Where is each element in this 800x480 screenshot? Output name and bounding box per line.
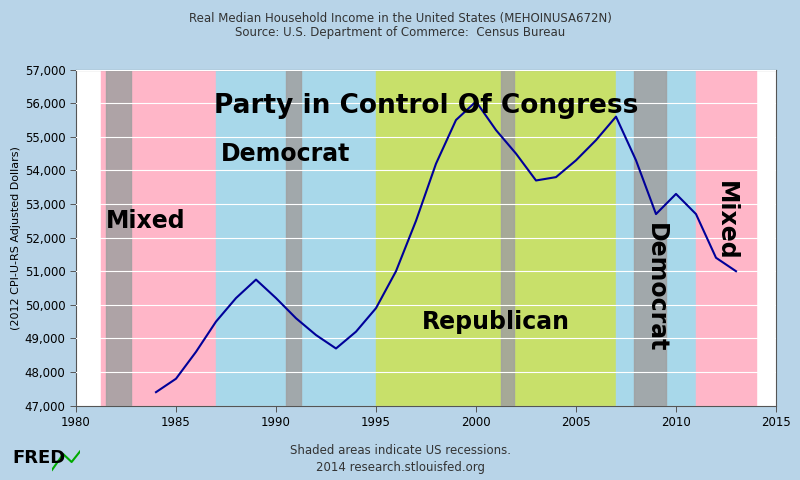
Text: Shaded areas indicate US recessions.: Shaded areas indicate US recessions. <box>290 444 510 457</box>
Y-axis label: (2012 CPI-U-RS Adjusted Dollars): (2012 CPI-U-RS Adjusted Dollars) <box>10 145 21 330</box>
Text: 2014 research.stlouisfed.org: 2014 research.stlouisfed.org <box>315 461 485 474</box>
Text: Democrat: Democrat <box>644 223 668 353</box>
Text: Real Median Household Income in the United States (MEHOINUSA672N): Real Median Household Income in the Unit… <box>189 12 611 25</box>
Bar <box>756 70 776 406</box>
Bar <box>616 70 696 406</box>
Bar <box>634 70 666 406</box>
Bar <box>106 70 131 406</box>
Bar <box>216 70 376 406</box>
Text: Mixed: Mixed <box>714 181 738 261</box>
Text: Democrat: Democrat <box>222 142 350 166</box>
Bar <box>76 70 101 406</box>
Text: Republican: Republican <box>422 310 570 334</box>
Text: Source: U.S. Department of Commerce:  Census Bureau: Source: U.S. Department of Commerce: Cen… <box>235 26 565 39</box>
Bar <box>101 70 216 406</box>
Bar <box>696 70 756 406</box>
Bar <box>501 70 514 406</box>
Text: Mixed: Mixed <box>106 209 186 233</box>
Text: FRED: FRED <box>12 449 66 468</box>
Bar <box>286 70 301 406</box>
Text: Party in Control Of Congress: Party in Control Of Congress <box>214 93 638 119</box>
Bar <box>376 70 616 406</box>
